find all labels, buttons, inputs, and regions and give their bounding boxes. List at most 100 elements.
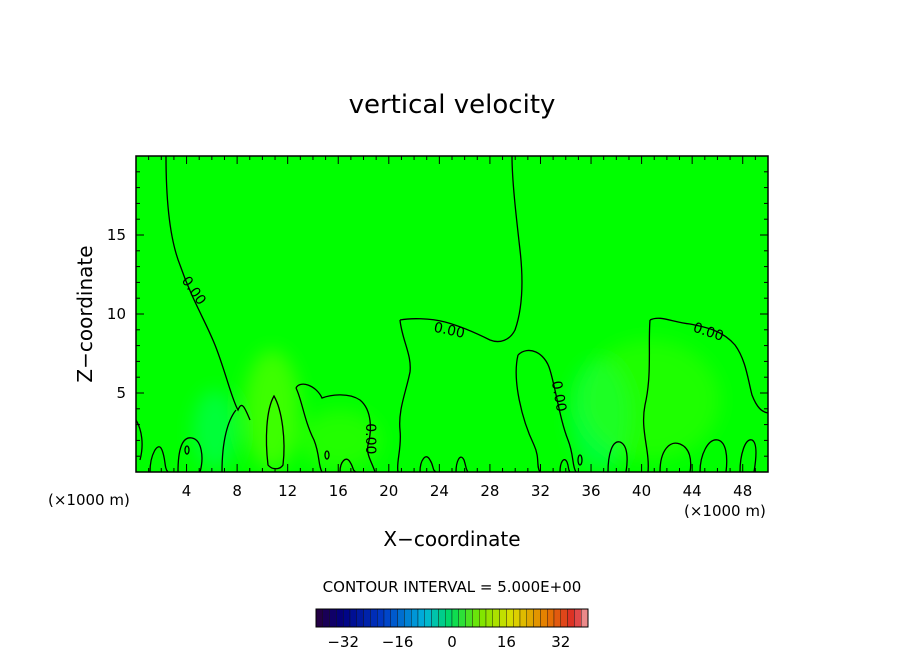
contour-line: [295, 387, 323, 472]
chart-title: vertical velocity: [349, 90, 556, 120]
plot-area: 0.000.000.000.000.00: [135, 155, 769, 473]
colorbar-cell: [458, 608, 466, 628]
contour-line: [515, 354, 541, 472]
updraft-patch-east: [580, 340, 720, 460]
y-axis-label: Z−coordinate: [73, 245, 97, 382]
colorbar-tick-labels: −32 −16 0 16 32: [327, 633, 570, 651]
contour-line: [699, 439, 728, 472]
contour-line: [396, 319, 411, 472]
contour-line: [184, 445, 190, 455]
y-tick-labels: 5 10 15: [107, 226, 126, 402]
colorbar-cell: [540, 608, 548, 628]
colorbar-cell: [404, 608, 412, 628]
colorbar-cell: [431, 608, 439, 628]
x-tick-label: 32: [531, 482, 550, 500]
colorbar-cell: [581, 608, 589, 628]
colorbar-cell: [343, 608, 351, 628]
colorbar-cell: [574, 608, 582, 628]
contour-line: [339, 458, 357, 472]
colorbar-tick-label: −16: [382, 633, 414, 651]
updraft-patch-mid: [300, 410, 380, 470]
x-tick-label: 48: [733, 482, 752, 500]
colorbar-cell: [547, 608, 555, 628]
colorbar-cell: [356, 608, 364, 628]
colorbar-cell: [349, 608, 358, 628]
x-tick-label: 40: [632, 482, 651, 500]
colorbar-tick-label: 0: [447, 633, 457, 651]
x-unit-left: (×1000 m): [48, 491, 130, 509]
contour-line: [324, 450, 330, 460]
colorbar-cell: [370, 608, 378, 628]
colorbar-cell: [363, 608, 371, 628]
colorbar-cell: [479, 608, 487, 628]
colorbar-cell: [390, 608, 398, 628]
contour-line: [399, 156, 523, 343]
x-unit-right: (×1000 m): [684, 502, 766, 520]
contour-line: [419, 456, 437, 472]
contour-line: [221, 409, 237, 472]
colorbar-cell: [438, 608, 446, 628]
x-tick-label: 12: [278, 482, 297, 500]
colorbar-cell: [472, 608, 480, 628]
colorbar-tick-label: 32: [551, 633, 570, 651]
x-tick-label: 16: [329, 482, 348, 500]
x-tick-label: 24: [430, 482, 449, 500]
y-tick-label: 5: [116, 384, 126, 402]
contour-line: [136, 419, 169, 472]
x-tick-labels: 4 8 12 16 20 24 28 32 36 40 44 48: [182, 482, 752, 500]
colorbar-cell: [451, 608, 460, 628]
colorbar-cell: [336, 608, 344, 628]
downdraft-patch-west: [193, 390, 237, 470]
contour-line: [165, 156, 251, 421]
colorbar-cell: [445, 608, 453, 628]
colorbar-cell: [322, 608, 330, 628]
x-tick-label: 8: [232, 482, 242, 500]
colorbar-cell: [513, 608, 521, 628]
x-tick-label: 20: [379, 482, 398, 500]
contour-label: 0.00: [362, 423, 378, 454]
y-tick-label: 10: [107, 305, 126, 323]
axis-ticks: [136, 156, 768, 472]
colorbar-cell: [567, 608, 575, 628]
colorbar-cell: [465, 608, 473, 628]
contour-line: [649, 317, 768, 414]
colorbar-cell: [424, 608, 432, 628]
colorbar-cell: [383, 608, 392, 628]
colorbar-cell: [397, 608, 405, 628]
colorbar-cell: [499, 608, 507, 628]
colorbar-cell: [377, 608, 385, 628]
contour-line: [517, 349, 577, 472]
colorbar-cell: [553, 608, 562, 628]
contour-line: [739, 439, 757, 472]
contours: [136, 156, 768, 472]
colorbar-cell: [492, 608, 500, 628]
colorbar-cell: [315, 608, 324, 628]
contour-interval-label: CONTOUR INTERVAL = 5.000E+00: [323, 578, 582, 596]
contour-line: [642, 319, 651, 472]
x-axis-label: X−coordinate: [383, 527, 520, 551]
contour-line: [177, 437, 203, 472]
contour-line: [265, 394, 285, 470]
y-tick-label: 15: [107, 226, 126, 244]
colorbar-cell: [519, 608, 528, 628]
colorbar-tick-label: −32: [327, 633, 359, 651]
colorbar-cell: [533, 608, 541, 628]
x-tick-label: 44: [683, 482, 702, 500]
colorbar-cell: [506, 608, 514, 628]
colorbar-cell: [485, 608, 494, 628]
updraft-patch: [244, 350, 300, 470]
contour-label: 0.00: [548, 380, 569, 413]
colorbar-cell: [329, 608, 337, 628]
contour-line: [659, 442, 692, 472]
x-tick-label: 36: [581, 482, 600, 500]
colorbar-tick-label: 16: [497, 633, 516, 651]
contour-line: [577, 454, 583, 466]
x-tick-label: 4: [182, 482, 192, 500]
contour-line: [455, 456, 469, 472]
colorbar-cell: [411, 608, 419, 628]
contour-line: [295, 383, 376, 472]
colorbar-frame: [315, 608, 589, 628]
colorbar-cells: [315, 608, 589, 628]
colorbar-cell: [526, 608, 534, 628]
